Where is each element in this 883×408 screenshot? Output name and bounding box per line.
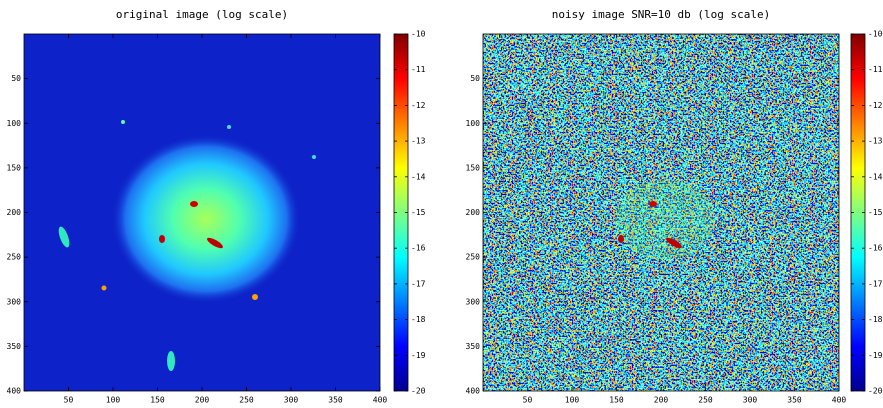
- x-tick-label: 250: [698, 396, 713, 405]
- x-tick-label: 50: [523, 396, 533, 405]
- y-tick-label: 250: [466, 253, 481, 262]
- y-tick-label: 400: [466, 387, 481, 396]
- colorbar-tick-label: -16: [411, 244, 426, 253]
- colorbar-tick-label: -12: [411, 101, 426, 110]
- y-tick-label: 100: [7, 119, 22, 128]
- y-tick-label: 400: [7, 387, 22, 396]
- colorbar-tick-label: -10: [868, 30, 883, 39]
- panel-title: noisy image SNR=10 db (log scale): [552, 8, 771, 21]
- x-tick-label: 300: [284, 396, 299, 405]
- colorbar-tick-label: -15: [868, 208, 883, 217]
- y-tick-label: 50: [470, 74, 480, 83]
- y-tick-label: 100: [466, 119, 481, 128]
- x-tick-label: 400: [832, 396, 847, 405]
- colorbar-tick-label: -17: [411, 279, 426, 288]
- colorbar-tick-label: -17: [868, 279, 883, 288]
- axes-layer: 50 100 150 200 250 300 350 400 50 100 150 200 250 300…: [7, 30, 883, 405]
- y-tick-label: 300: [7, 297, 22, 306]
- colorbar-tick-label: -13: [868, 137, 883, 146]
- x-tick-label: 150: [150, 396, 165, 405]
- colorbar-tick-label: -19: [411, 351, 426, 360]
- y-tick-label: 200: [466, 208, 481, 217]
- y-tick-label: 250: [7, 253, 22, 262]
- colorbar-tick-label: -19: [868, 351, 883, 360]
- colorbar-tick-label: -14: [868, 172, 883, 181]
- colorbar-tick-label: -20: [868, 387, 883, 396]
- x-tick-label: 350: [328, 396, 343, 405]
- y-tick-label: 200: [7, 208, 22, 217]
- colorbar-tick-label: -13: [411, 137, 426, 146]
- x-tick-label: 250: [239, 396, 254, 405]
- colorbar-tick-label: -16: [868, 244, 883, 253]
- x-tick-label: 100: [565, 396, 580, 405]
- y-tick-label: 350: [466, 342, 481, 351]
- image-original: [24, 34, 380, 391]
- colorbar-tick-label: -12: [868, 101, 883, 110]
- y-tick-label: 50: [11, 74, 21, 83]
- x-tick-label: 300: [743, 396, 758, 405]
- panel-title: original image (log scale): [116, 8, 288, 21]
- colorbar-tick-label: -20: [411, 387, 426, 396]
- colorbar-tick-label: -11: [411, 65, 426, 74]
- x-tick-label: 400: [373, 396, 388, 405]
- y-tick-label: 150: [466, 163, 481, 172]
- colorbar-tick-label: -15: [411, 208, 426, 217]
- x-tick-label: 50: [64, 396, 74, 405]
- colorbar-tick-label: -11: [868, 65, 883, 74]
- colorbar-tick-label: -14: [411, 172, 426, 181]
- y-tick-label: 350: [7, 342, 22, 351]
- colorbar-tick-label: -18: [868, 315, 883, 324]
- x-tick-label: 100: [106, 396, 121, 405]
- y-tick-label: 150: [7, 163, 22, 172]
- x-tick-label: 200: [654, 396, 669, 405]
- x-tick-label: 150: [609, 396, 624, 405]
- image-noisy: [483, 34, 839, 391]
- colorbar-tick-label: -18: [411, 315, 426, 324]
- x-tick-label: 350: [787, 396, 802, 405]
- x-tick-label: 200: [195, 396, 210, 405]
- y-tick-label: 300: [466, 297, 481, 306]
- colorbar-tick-label: -10: [411, 30, 426, 39]
